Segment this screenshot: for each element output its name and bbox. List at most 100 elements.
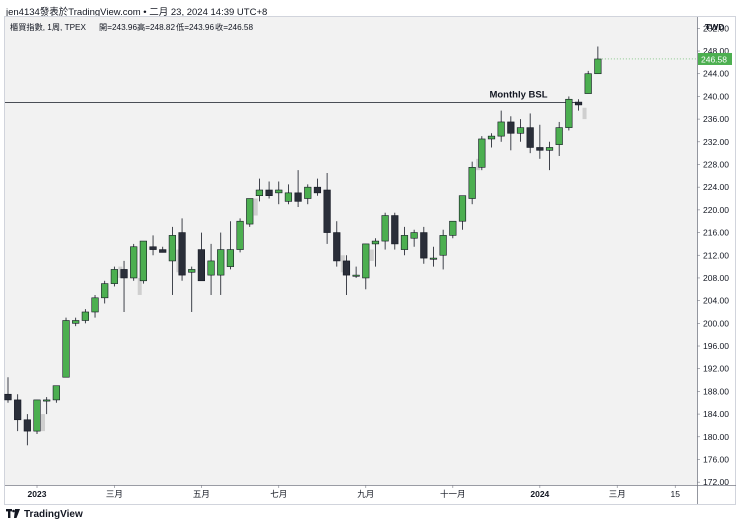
y-tick-label: 176.00 [703,454,729,464]
bsl-label: Monthly BSL [489,90,547,101]
y-tick-label: 248.00 [703,46,729,56]
candle-body[interactable] [197,249,206,282]
publisher-line: jen4134發表於TradingView.com • 二月 23, 2024 … [6,7,268,18]
legend-close: 收=246.58 [215,22,253,32]
candle-body[interactable] [545,147,554,151]
candle-body[interactable] [478,138,486,168]
candle-body[interactable] [246,198,254,225]
candle-body[interactable] [72,320,80,324]
tradingview-logo-icon [6,509,20,519]
candle-body[interactable] [91,297,99,313]
candle-body[interactable] [400,235,409,250]
candle-body[interactable] [420,232,428,259]
candle-body[interactable] [62,320,70,378]
candle-body[interactable] [584,73,592,94]
candle-body[interactable] [497,121,505,137]
candle-body[interactable] [275,189,283,194]
candle-body[interactable] [130,246,138,279]
y-tick-label: 244.00 [703,69,729,79]
candle-body[interactable] [516,127,525,134]
candle-body[interactable] [110,269,118,284]
candle-body[interactable] [43,399,51,402]
candle-body[interactable] [4,393,12,401]
candle-body[interactable] [168,235,176,262]
candle-body[interactable] [410,232,418,239]
candle-body[interactable] [594,58,602,75]
candle-body[interactable] [226,249,235,267]
ghost-bar [369,249,374,261]
candle-body[interactable] [236,220,244,250]
ghost-bar [176,249,181,273]
ghost-bar [41,414,46,432]
tradingview-footer[interactable]: TradingView [6,507,83,521]
x-tick-label: 十一月 [440,489,466,499]
candle-body[interactable] [458,195,467,222]
candle-body[interactable] [381,215,389,242]
candle-body[interactable] [217,249,225,276]
last-price-tag [698,52,732,65]
candle-body[interactable] [14,399,22,421]
candle-body[interactable] [323,189,331,233]
candle-body[interactable] [507,121,515,134]
candle-body[interactable] [304,186,312,199]
candle-body[interactable] [265,189,273,196]
candle-body[interactable] [555,127,563,145]
ghost-bar [118,266,123,278]
y-tick-label: 216.00 [703,228,729,238]
x-tick-label: 2024 [530,489,549,499]
ghost-bar [137,277,142,295]
y-tick-label: 252.00 [703,23,729,33]
candle-body[interactable] [391,215,399,245]
x-tick-label: 2023 [28,489,47,499]
candle-body[interactable] [23,419,31,432]
y-tick-label: 188.00 [703,386,729,396]
candle-body[interactable] [159,249,167,253]
candle-body[interactable] [487,135,496,140]
candle-body[interactable] [342,260,351,276]
x-tick-label: 三月 [106,489,123,499]
y-tick-label: 224.00 [703,182,729,192]
y-tick-label: 204.00 [703,296,729,306]
tradingview-brand: TradingView [24,508,83,520]
x-tick-label: 九月 [357,489,374,499]
x-tick-label: 五月 [193,489,210,499]
x-tick-label: 15 [670,489,680,499]
candle-body[interactable] [429,257,438,260]
candle-body[interactable] [178,232,186,276]
candle-body[interactable] [439,235,447,256]
candle-body[interactable] [33,399,41,432]
legend-low: 低=243.96 [176,22,214,32]
candle-body[interactable] [333,232,341,262]
ghost-bar [476,158,481,171]
candle-body[interactable] [362,243,370,279]
candle-body[interactable] [52,385,60,401]
candle-body[interactable] [207,260,215,276]
candle-body[interactable] [101,283,109,299]
x-tick-label: 三月 [609,489,626,499]
legend-open: 開=243.96 [99,23,137,32]
candle-body[interactable] [313,186,322,194]
candle-body[interactable] [352,274,360,277]
ghost-bar [340,255,345,273]
chart-frame [4,16,736,505]
candle-body[interactable] [468,167,476,199]
candle-body[interactable] [294,192,302,202]
candle-body[interactable] [81,311,89,321]
y-tick-label: 180.00 [703,432,729,442]
candle-body[interactable] [149,246,157,250]
candle-body[interactable] [139,240,147,282]
candle-body[interactable] [371,240,380,245]
candle-body[interactable] [526,127,534,148]
ghost-bar [253,198,258,216]
candle-body[interactable] [449,220,457,236]
candle-body[interactable] [120,269,128,279]
candle-body[interactable] [188,269,196,273]
plot-area [5,17,697,485]
candle-body[interactable] [574,101,583,106]
candle-body[interactable] [536,147,544,151]
candle-body[interactable] [565,98,573,128]
y-tick-label: 172.00 [703,477,729,487]
candle-body[interactable] [284,192,293,202]
candle-body[interactable] [255,189,264,196]
